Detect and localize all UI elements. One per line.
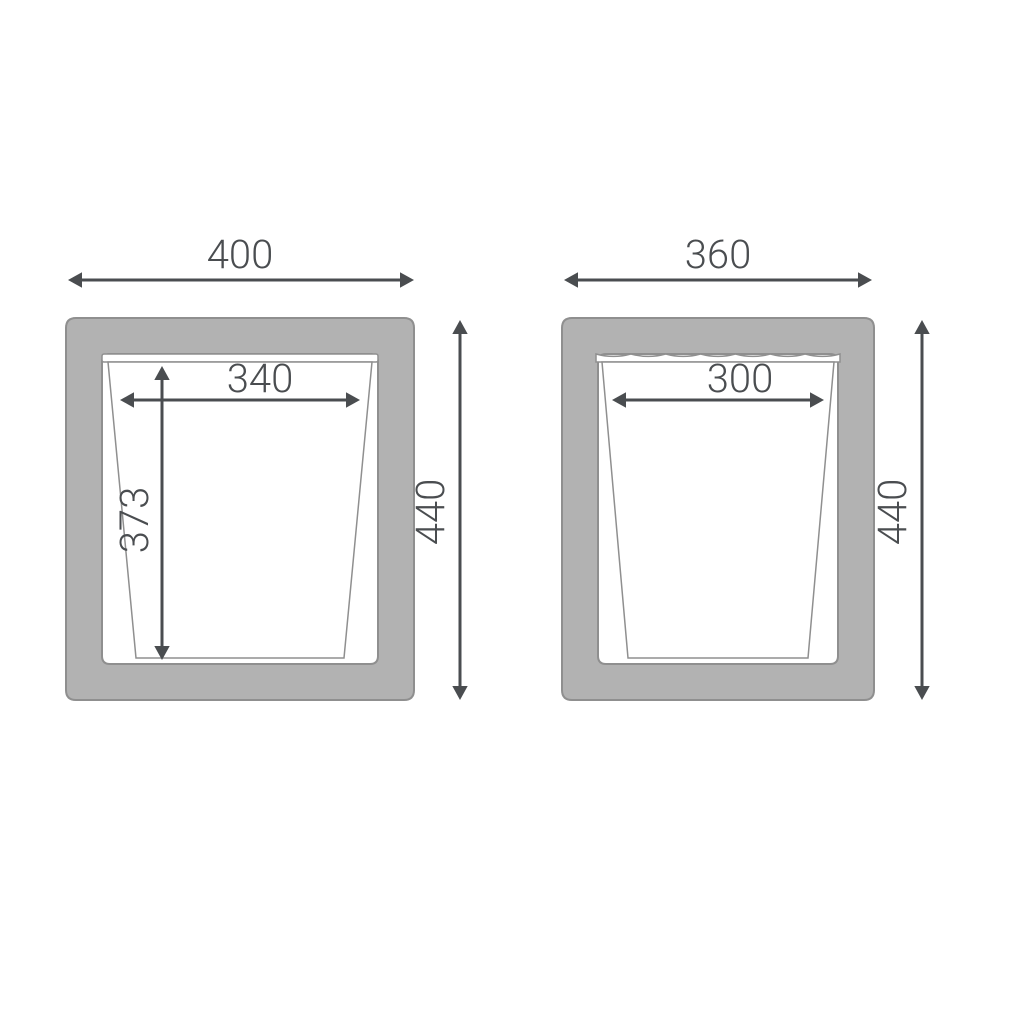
outer-height-label: 440: [407, 479, 454, 546]
dimension-diagram: 400 340 373 440 360 300 440: [0, 0, 1024, 1024]
outer-width-label: 360: [685, 231, 752, 278]
outer-height-label: 440: [869, 479, 916, 546]
inner-height-label: 373: [111, 487, 158, 554]
inner-width-label: 300: [707, 355, 774, 402]
diagram-svg: 400 340 373 440 360 300 440: [0, 0, 1024, 1024]
outer-width-label: 400: [207, 231, 274, 278]
inner-width-label: 340: [227, 355, 294, 402]
